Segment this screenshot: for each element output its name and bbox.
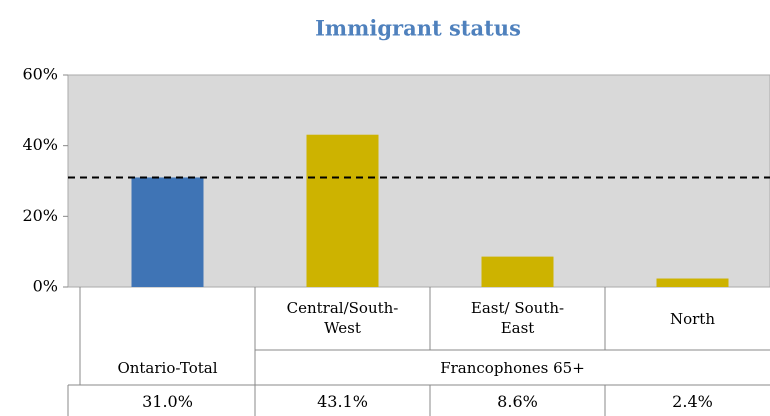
y-tick-label: 0% (33, 277, 58, 296)
y-tick-label: 40% (22, 135, 58, 154)
group-label: Francophones 65+ (440, 359, 585, 377)
value-label: 2.4% (672, 392, 713, 411)
bar (306, 134, 379, 287)
value-label: 31.0% (142, 392, 193, 411)
y-tick-label: 60% (22, 65, 58, 84)
y-tick-label: 20% (22, 206, 58, 225)
category-label: Ontario-Total (117, 359, 218, 377)
value-label: 43.1% (317, 392, 368, 411)
category-label: East/ South-East (470, 299, 565, 337)
bar (656, 278, 729, 287)
category-label: North (669, 310, 715, 328)
category-label: Central/South-West (286, 299, 399, 337)
bar (481, 256, 554, 287)
chart-title: Immigrant status (315, 16, 521, 41)
bar (131, 177, 204, 287)
value-label: 8.6% (497, 392, 538, 411)
